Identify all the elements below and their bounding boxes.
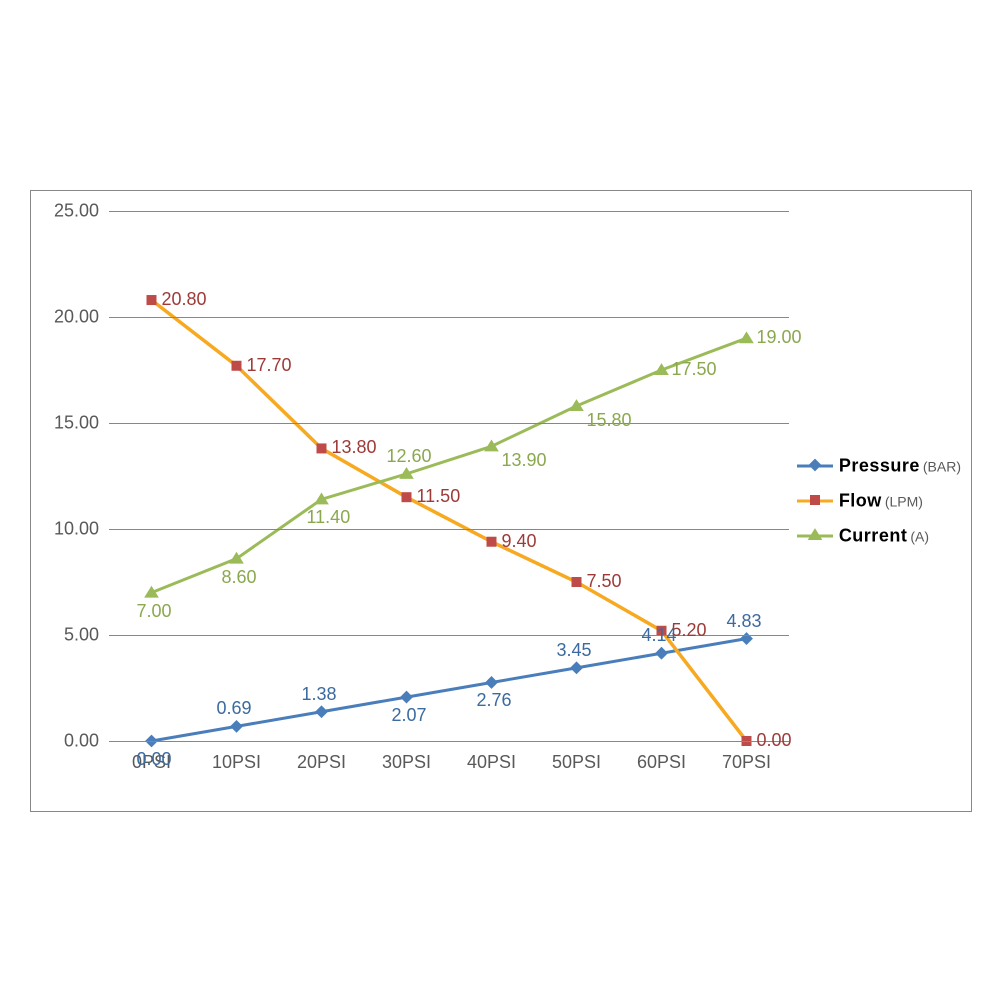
- series-marker: [317, 443, 327, 453]
- legend-label: Pressure: [839, 456, 920, 477]
- legend-line: [797, 500, 833, 503]
- data-label: 2.76: [477, 690, 512, 711]
- data-label: 7.00: [137, 601, 172, 622]
- data-label: 5.20: [672, 620, 707, 641]
- chart-svg: [109, 211, 789, 741]
- data-label: 17.70: [247, 355, 292, 376]
- y-tick-label: 20.00: [44, 307, 99, 328]
- plot-area: 0.005.0010.0015.0020.0025.000PSI10PSI20P…: [109, 211, 789, 741]
- y-tick-label: 5.00: [44, 625, 99, 646]
- data-label: 11.50: [417, 486, 461, 507]
- x-tick-label: 70PSI: [722, 752, 771, 773]
- legend-item: Current(A): [797, 526, 961, 547]
- data-label: 0.69: [217, 698, 252, 719]
- grid-line: [109, 529, 789, 530]
- series-line-current: [152, 338, 747, 592]
- chart-container: 0.005.0010.0015.0020.0025.000PSI10PSI20P…: [30, 190, 972, 812]
- y-tick-label: 25.00: [44, 201, 99, 222]
- data-label: 4.83: [727, 611, 762, 632]
- series-marker: [739, 331, 754, 343]
- x-tick-label: 10PSI: [212, 752, 261, 773]
- series-marker: [315, 705, 328, 718]
- legend-label: Current: [839, 526, 908, 547]
- y-tick-label: 0.00: [44, 731, 99, 752]
- data-label: 17.50: [672, 359, 717, 380]
- grid-line: [109, 317, 789, 318]
- series-marker: [572, 577, 582, 587]
- data-label: 19.00: [757, 327, 802, 348]
- series-marker: [487, 537, 497, 547]
- x-tick-label: 30PSI: [382, 752, 431, 773]
- series-marker: [400, 691, 413, 704]
- data-label: 9.40: [502, 531, 537, 552]
- data-label: 12.60: [387, 446, 432, 467]
- x-tick-label: 60PSI: [637, 752, 686, 773]
- legend-unit: (LPM): [885, 493, 923, 509]
- legend-line: [797, 465, 833, 468]
- data-label: 20.80: [162, 289, 207, 310]
- x-tick-label: 20PSI: [297, 752, 346, 773]
- series-marker: [570, 661, 583, 674]
- y-tick-label: 15.00: [44, 413, 99, 434]
- legend-marker-icon: [807, 457, 823, 478]
- data-label: 2.07: [392, 705, 427, 726]
- series-marker: [655, 647, 668, 660]
- grid-line: [109, 211, 789, 212]
- series-marker: [402, 492, 412, 502]
- legend-label: Flow: [839, 491, 882, 512]
- data-label: 13.80: [332, 437, 377, 458]
- data-label: 8.60: [222, 567, 257, 588]
- legend-marker-icon: [807, 492, 823, 513]
- data-label: 11.40: [307, 507, 351, 528]
- legend-unit: (A): [910, 528, 929, 544]
- data-label: 0.00: [137, 749, 172, 770]
- data-label: 15.80: [587, 410, 632, 431]
- legend-item: Pressure(BAR): [797, 456, 961, 477]
- grid-line: [109, 741, 789, 742]
- series-marker: [230, 720, 243, 733]
- x-tick-label: 50PSI: [552, 752, 601, 773]
- legend-line: [797, 535, 833, 538]
- grid-line: [109, 423, 789, 424]
- series-marker: [147, 295, 157, 305]
- legend-marker-icon: [807, 527, 823, 548]
- data-label: 13.90: [502, 450, 547, 471]
- data-label: 1.38: [302, 684, 337, 705]
- series-marker: [232, 361, 242, 371]
- x-tick-label: 40PSI: [467, 752, 516, 773]
- legend-item: Flow(LPM): [797, 491, 961, 512]
- legend: Pressure(BAR) Flow(LPM) Current(A): [797, 442, 961, 561]
- legend-unit: (BAR): [923, 458, 961, 474]
- series-marker: [485, 676, 498, 689]
- data-label: 0.00: [757, 730, 792, 751]
- data-label: 7.50: [587, 571, 622, 592]
- data-label: 3.45: [557, 640, 592, 661]
- y-tick-label: 10.00: [44, 519, 99, 540]
